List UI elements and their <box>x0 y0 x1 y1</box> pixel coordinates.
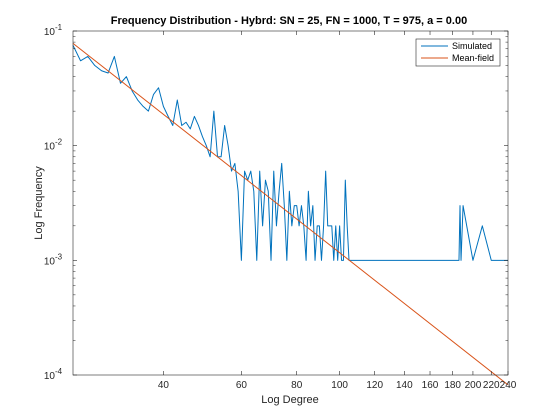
y-tick-label: 10 <box>44 256 56 267</box>
y-tick-exponent: -3 <box>55 252 63 261</box>
x-tick-label: 200 <box>465 380 482 391</box>
x-tick-label: 160 <box>422 380 439 391</box>
legend-label-simulated: Simulated <box>452 41 492 51</box>
y-tick-exponent: -1 <box>55 23 63 32</box>
legend: Simulated Mean-field <box>415 38 501 67</box>
x-tick-label: 80 <box>291 380 303 391</box>
x-tick-label: 140 <box>396 380 413 391</box>
y-tick-label: 10 <box>44 142 56 153</box>
series-line-mean-field <box>72 42 509 386</box>
y-tick-exponent: -2 <box>55 138 63 147</box>
plot-frame <box>72 30 509 376</box>
x-axis-label: Log Degree <box>261 394 319 406</box>
x-tick-label: 40 <box>158 380 170 391</box>
x-tick-label: 100 <box>331 380 348 391</box>
x-tick-label: 120 <box>366 380 383 391</box>
x-tick-label: 220 <box>483 380 500 391</box>
y-axis-label: Log Frequency <box>33 166 45 240</box>
series-layer <box>72 42 509 386</box>
y-tick-label: 10 <box>44 27 56 38</box>
y-tick-exponent: -4 <box>55 367 63 376</box>
legend-box <box>415 38 501 67</box>
chart-title: Frequency Distribution - Hybrd: SN = 25,… <box>111 15 467 27</box>
plot-area: 40 60 80 100 120 140 160 180 200 220 240 10 -110 -21… <box>44 23 517 391</box>
y-tick-label: 10 <box>44 371 56 382</box>
x-tick-label: 60 <box>236 380 248 391</box>
y-axis: 10-110-210-310-4 <box>44 23 508 382</box>
x-tick-label: 240 <box>500 380 517 391</box>
legend-label-mean-field: Mean-field <box>452 53 494 63</box>
x-tick-label: 180 <box>444 380 461 391</box>
x-axis: 40 60 80 100 120 140 160 180 200 220 240 <box>158 31 517 391</box>
